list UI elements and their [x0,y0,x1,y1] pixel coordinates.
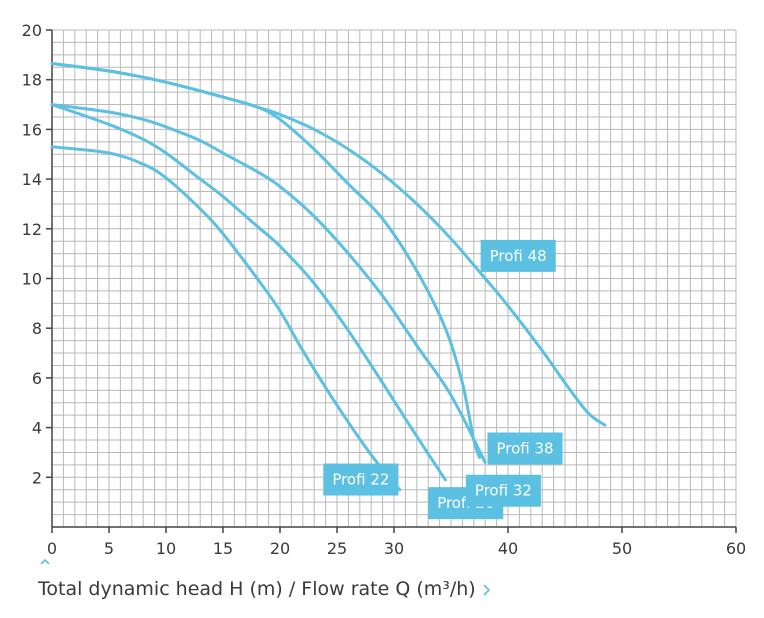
y-tick-label: 6 [32,369,42,388]
series-label-box [323,463,399,496]
series-label-box [465,474,541,507]
series-line-profi-22 [50,145,402,492]
caption-text: Total dynamic head H (m) / Flow rate Q (… [38,578,476,600]
x-tick-label: 25 [327,539,347,558]
x-tick-label: 0 [47,539,57,558]
series-label-profi-38: Profi 38 [487,432,563,465]
x-tick-label: 10 [156,539,176,558]
y-tick-label: 20 [22,21,42,40]
series-label-profi-48: Profi 48 [480,239,556,272]
series-label-text: Profi 32 [475,482,532,500]
chart-series [50,62,607,492]
x-tick-label: 40 [498,539,518,558]
chevron-up-icon [40,558,50,565]
series-label-profi-22: Profi 22 [323,463,399,496]
x-tick-label: 60 [726,539,746,558]
x-tick-label: 15 [213,539,233,558]
series-line-profi-26 [50,103,447,482]
series-line-profi-32 [50,103,487,464]
chevron-right-icon[interactable] [482,583,492,597]
y-tick-label: 4 [32,419,42,438]
y-tick-label: 10 [22,270,42,289]
y-tick-label: 12 [22,220,42,239]
series-label-profi-32: Profi 32 [465,474,541,507]
series-line-profi-38 [50,62,481,459]
series-line-profi-48 [50,62,607,427]
series-label-box [480,239,556,272]
x-tick-label: 5 [104,539,114,558]
y-tick-label: 14 [22,170,42,189]
y-tick-label: 18 [22,71,42,90]
x-tick-label: 30 [384,539,404,558]
chart-grid [51,29,737,528]
chart-caption: Total dynamic head H (m) / Flow rate Q (… [38,578,492,600]
y-tick-label: 2 [32,468,42,487]
series-label-text: Profi 22 [332,471,389,489]
series-label-box [487,432,563,465]
y-tick-label: 16 [22,120,42,139]
series-label-text: Profi 48 [490,247,547,265]
chart-axes: 0 5 10 15 20 25 30 40 50 60 2 4 6 8 10 12 14 16 18 20 [22,21,747,558]
series-label-text: Profi 38 [496,439,553,457]
x-tick-label: 50 [612,539,632,558]
x-tick-label: 20 [270,539,290,558]
y-tick-label: 8 [32,319,42,338]
